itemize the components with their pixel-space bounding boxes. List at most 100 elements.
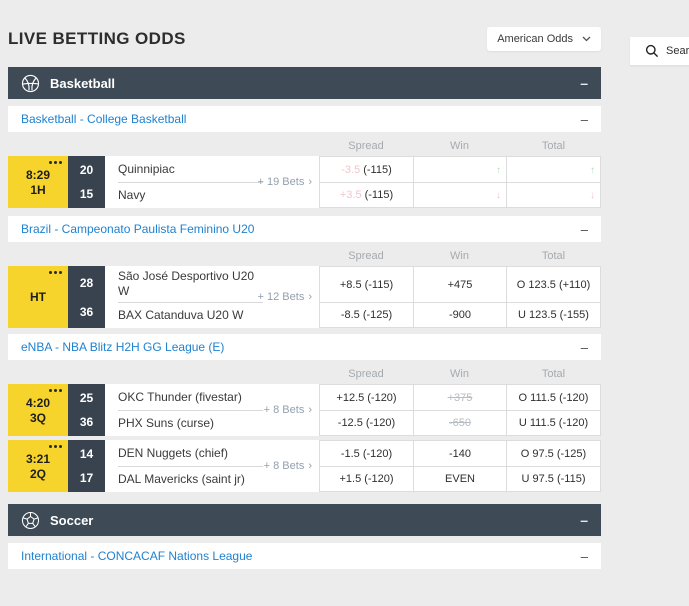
score-cell: 25 36 — [68, 384, 105, 436]
spread-odd-button[interactable]: -8.5 (-125) — [319, 302, 413, 328]
away-score: 36 — [79, 415, 94, 429]
game-clock-cell: 4:20 3Q — [8, 384, 68, 436]
search-label: Search — [666, 45, 689, 57]
trend-arrow-icon — [496, 189, 501, 201]
divider — [118, 182, 263, 183]
spread-odd-button[interactable]: -1.5 (-120) — [319, 440, 413, 466]
win-odd-button[interactable]: +475 — [413, 266, 506, 302]
league-name: Basketball - College Basketball — [21, 112, 187, 126]
team-name-row: DAL Mavericks (saint jr) — [118, 471, 245, 486]
teams-cell: São José Desportivo U20 W BAX Catanduva … — [105, 266, 319, 328]
spread-odd-button[interactable]: +3.5 (-115) — [319, 182, 413, 208]
spread-odd-button[interactable]: +12.5 (-120) — [319, 384, 413, 410]
chevron-down-icon — [582, 36, 591, 42]
team-name-row: OKC Thunder (fivestar) — [118, 389, 242, 404]
total-odd-button[interactable]: U 123.5 (-155) — [506, 302, 601, 328]
soccer-ball-icon — [21, 511, 40, 530]
odds-format-select[interactable]: American Odds — [487, 27, 601, 51]
sport-header-label: Soccer — [50, 512, 94, 528]
league-bar-college-basketball: Basketball - College Basketball – — [8, 106, 601, 132]
teams-cell: DEN Nuggets (chief) DAL Mavericks (saint… — [105, 440, 319, 492]
win-odd-button[interactable]: -650 — [413, 410, 506, 436]
game-clock: 3:21 — [25, 451, 51, 466]
chevron-right-icon: › — [308, 291, 312, 303]
total-odd-button[interactable] — [506, 156, 601, 182]
win-odd-button[interactable] — [413, 182, 506, 208]
basketball-icon — [21, 74, 40, 93]
menu-dots-icon[interactable] — [59, 389, 62, 392]
spread-odd-button[interactable]: +1.5 (-120) — [319, 466, 413, 492]
search-box[interactable]: Search — [630, 37, 689, 65]
total-odd-button[interactable]: O 97.5 (-125) — [506, 440, 601, 466]
spread-odd-button[interactable]: +8.5 (-115) — [319, 266, 413, 302]
collapse-league-button[interactable]: – — [580, 339, 588, 355]
team-name-row: DEN Nuggets (chief) — [118, 445, 229, 460]
spread-odd-button[interactable]: -12.5 (-120) — [319, 410, 413, 436]
chevron-right-icon: › — [308, 460, 312, 472]
collapse-section-button[interactable]: – — [580, 75, 588, 91]
win-odd-button[interactable]: -140 — [413, 440, 506, 466]
sport-header-basketball[interactable]: Basketball – — [8, 67, 601, 99]
total-odd-button[interactable]: U 111.5 (-120) — [506, 410, 601, 436]
trend-arrow-icon — [590, 189, 595, 201]
collapse-section-button[interactable]: – — [580, 512, 588, 528]
collapse-league-button[interactable]: – — [580, 221, 588, 237]
game-period: 3Q — [29, 410, 46, 425]
more-bets-link[interactable]: + 12 Bets › — [257, 291, 312, 303]
game-period: 1H — [30, 182, 46, 197]
game-clock: 8:29 — [25, 167, 51, 182]
away-score: 15 — [79, 187, 94, 201]
total-odd-button[interactable]: U 97.5 (-115) — [506, 466, 601, 492]
score-cell: 14 17 — [68, 440, 105, 492]
odds-columns-header: Spread Win Total — [8, 136, 601, 156]
collapse-league-button[interactable]: – — [580, 548, 588, 564]
win-odd-button[interactable] — [413, 156, 506, 182]
trend-arrow-icon — [496, 164, 501, 176]
sport-header-soccer[interactable]: Soccer – — [8, 504, 601, 536]
game-clock: HT — [30, 289, 46, 304]
column-header-win: Win — [450, 140, 469, 152]
sport-header-label: Basketball — [50, 75, 116, 91]
trend-arrow-icon — [590, 164, 595, 176]
column-header-total: Total — [541, 140, 566, 152]
home-score: 20 — [79, 163, 94, 177]
game-clock-cell: 8:29 1H — [8, 156, 68, 208]
more-bets-link[interactable]: + 8 Bets › — [263, 404, 312, 416]
total-odd-button[interactable]: O 111.5 (-120) — [506, 384, 601, 410]
game-row: HT 28 36 São José Desportivo U20 W BAX C… — [8, 266, 601, 328]
total-odd-button[interactable] — [506, 182, 601, 208]
more-bets-link[interactable]: + 19 Bets › — [257, 176, 312, 188]
spread-odd-button[interactable]: -3.5 (-115) — [319, 156, 413, 182]
game-row: 4:20 3Q 25 36 OKC Thunder (fivestar) PHX… — [8, 384, 601, 436]
menu-dots-icon[interactable] — [59, 445, 62, 448]
team-name-row: PHX Suns (curse) — [118, 415, 215, 430]
collapse-league-button[interactable]: – — [580, 111, 588, 127]
more-bets-link[interactable]: + 8 Bets › — [263, 460, 312, 472]
column-header-spread: Spread — [348, 140, 384, 152]
menu-dots-icon[interactable] — [59, 161, 62, 164]
total-odd-button[interactable]: O 123.5 (+110) — [506, 266, 601, 302]
divider — [118, 466, 263, 467]
win-odd-button[interactable]: +375 — [413, 384, 506, 410]
teams-cell: OKC Thunder (fivestar) PHX Suns (curse) … — [105, 384, 319, 436]
league-name: Brazil - Campeonato Paulista Feminino U2… — [21, 222, 255, 236]
game-clock: 4:20 — [25, 395, 51, 410]
game-clock-cell: 3:21 2Q — [8, 440, 68, 492]
team-name-row: Quinnipiac — [118, 161, 175, 176]
win-odd-button[interactable]: EVEN — [413, 466, 506, 492]
search-icon — [645, 44, 659, 58]
home-score: 25 — [79, 391, 94, 405]
league-bar-brazil-paulista: Brazil - Campeonato Paulista Feminino U2… — [8, 216, 601, 242]
away-score: 17 — [79, 471, 94, 485]
menu-dots-icon[interactable] — [59, 271, 62, 274]
league-name: eNBA - NBA Blitz H2H GG League (E) — [21, 340, 225, 354]
away-score: 36 — [79, 304, 94, 319]
win-odd-button[interactable]: -900 — [413, 302, 506, 328]
team-name-row: BAX Catanduva U20 W — [118, 307, 244, 322]
game-row: 3:21 2Q 14 17 DEN Nuggets (chief) DAL Ma… — [8, 440, 601, 492]
page-header: LIVE BETTING ODDS American Odds — [8, 27, 601, 51]
game-row: 8:29 1H 20 15 Quinnipiac Navy + 19 Bets ›… — [8, 156, 601, 208]
teams-cell: Quinnipiac Navy + 19 Bets › — [105, 156, 319, 208]
odds-columns-header: Spread Win Total — [348, 368, 566, 380]
game-period: 2Q — [29, 466, 46, 481]
